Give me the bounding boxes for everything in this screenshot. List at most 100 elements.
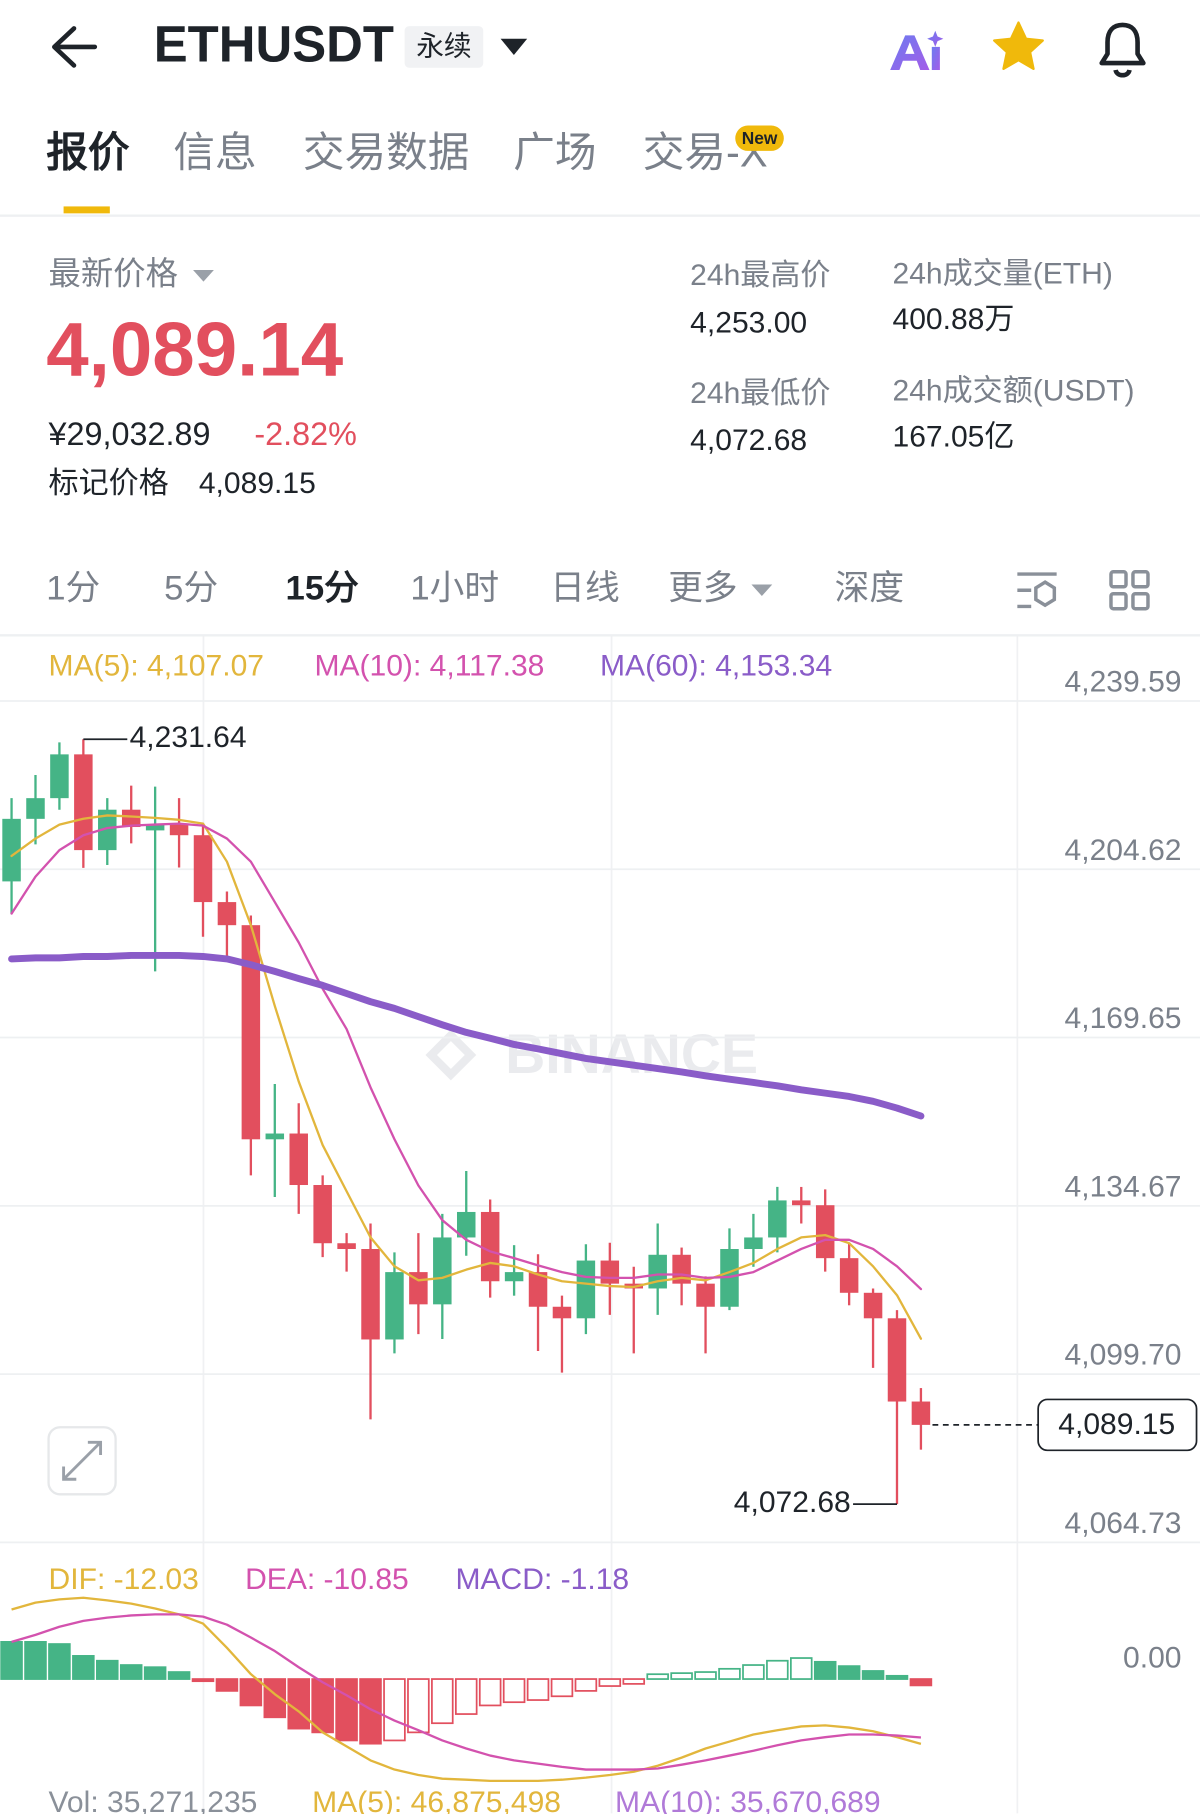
ai-icon-i <box>931 46 940 71</box>
fullscreen-button[interactable] <box>47 1426 117 1496</box>
tab[interactable]: 信息 <box>173 129 256 176</box>
y-tick-label: 4,099.70 <box>1065 1339 1182 1372</box>
last-price-label: 最新价格 <box>49 255 178 291</box>
more-dropdown[interactable] <box>751 584 773 597</box>
ai-icon-spark <box>927 30 944 47</box>
candle-body <box>98 809 117 851</box>
macd-bar <box>646 1673 669 1680</box>
symbol-dropdown[interactable] <box>500 38 528 55</box>
indicator-settings[interactable] <box>1017 572 1057 609</box>
last-price: 4,089.14 <box>46 308 344 393</box>
macd-legend: MACD: -1.18 <box>455 1563 629 1596</box>
active-tab-indicator <box>63 206 110 214</box>
tab[interactable]: 交易数据 <box>303 129 469 176</box>
candle-body <box>456 1211 476 1238</box>
chart-layer: 4,239.59 4,204.62 4,169.65 4,134.67 4,099.70… <box>0 650 1200 1783</box>
candle-body <box>504 1272 524 1282</box>
divider <box>0 634 1200 637</box>
price-type-dropdown[interactable] <box>193 270 214 282</box>
macd-bar <box>335 1678 358 1742</box>
volume-legend: Vol: 35,271,235 <box>49 1786 258 1814</box>
new-badge <box>735 125 784 151</box>
macd-bar <box>143 1666 167 1680</box>
tab[interactable]: 广场 <box>513 129 596 176</box>
macd-bar <box>574 1678 598 1692</box>
mark-price: 4,089.15 <box>199 467 316 500</box>
favorite-star[interactable] <box>993 21 1044 71</box>
stat-label: 24h最高价 <box>690 259 830 292</box>
fullscreen-icon <box>62 1440 103 1481</box>
y-tick-label: 0.00 <box>1123 1641 1181 1674</box>
interval[interactable]: 1小时 <box>410 569 499 607</box>
new-badge-text: New <box>742 128 778 148</box>
mark-price-label: 标记价格 <box>49 467 169 500</box>
layout-cell <box>1109 570 1128 589</box>
cny-price: ¥29,032.89 <box>48 416 211 452</box>
ma-line <box>10 822 923 1291</box>
macd-bar <box>359 1678 382 1745</box>
macd-bar <box>670 1672 693 1680</box>
candle-body <box>696 1283 715 1307</box>
ai-icon-a <box>890 35 930 71</box>
macd-bar <box>383 1678 406 1742</box>
min-marker-label: 4,072.68 <box>734 1486 851 1519</box>
interval[interactable]: 深度 <box>835 568 904 607</box>
interval[interactable]: 更多 <box>668 568 737 607</box>
stat-value: 167.05亿 <box>892 421 1014 454</box>
macd-legend: DIF: -12.03 <box>49 1563 199 1596</box>
candle-body <box>217 902 237 926</box>
macd-bar <box>813 1660 837 1680</box>
macd-bar <box>885 1674 909 1680</box>
layout-button[interactable] <box>1109 570 1150 611</box>
candle-body <box>193 835 213 903</box>
interval[interactable]: 1分 <box>46 569 100 607</box>
bell-clapper <box>1113 69 1132 78</box>
candle-body <box>169 824 189 836</box>
stat-label: 24h最低价 <box>690 377 830 410</box>
macd-bar <box>431 1678 454 1725</box>
layout-cell <box>1109 591 1128 611</box>
layout-cell <box>1131 591 1150 611</box>
ai-button[interactable] <box>890 30 944 71</box>
macd-bar <box>861 1670 885 1680</box>
ma-legend: MA(10): 4,117.38 <box>314 650 544 683</box>
candle-body <box>600 1260 620 1284</box>
y-tick-label: 4,134.67 <box>1065 1170 1182 1203</box>
symbol: ETHUSDT <box>154 15 394 72</box>
divider <box>0 214 1200 217</box>
macd-bar <box>550 1678 574 1698</box>
candle-body <box>361 1249 380 1340</box>
candle-body <box>433 1237 452 1305</box>
candle-body <box>576 1260 596 1319</box>
candle-body <box>480 1211 500 1282</box>
macd-bar <box>502 1678 526 1704</box>
candle-body <box>672 1254 691 1284</box>
candle-body <box>265 1133 285 1140</box>
tab[interactable]: 报价 <box>46 129 130 176</box>
y-tick-label: 4,204.62 <box>1065 834 1182 867</box>
back-button[interactable] <box>52 26 98 68</box>
max-marker-label: 4,231.64 <box>130 721 247 754</box>
candle-body <box>74 754 93 851</box>
watermark-logo <box>425 1029 477 1081</box>
interval[interactable]: 15分 <box>286 568 360 607</box>
macd-bar <box>24 1641 47 1680</box>
interval[interactable]: 5分 <box>164 569 218 607</box>
macd-bar <box>837 1665 861 1680</box>
candle-body <box>744 1237 763 1250</box>
stat-value: 400.88万 <box>892 303 1014 336</box>
macd-bar <box>766 1659 789 1680</box>
candle-body <box>815 1205 835 1259</box>
ma-line <box>10 814 923 1340</box>
candle-body <box>241 925 261 1140</box>
candle-body <box>2 818 21 882</box>
y-tick-label: 4,064.73 <box>1065 1507 1182 1540</box>
interval[interactable]: 日线 <box>550 568 619 607</box>
y-tick-label: 4,169.65 <box>1065 1002 1182 1035</box>
macd-bar <box>119 1664 143 1680</box>
notification-bell[interactable] <box>1099 22 1146 78</box>
macd-bar <box>789 1657 813 1680</box>
back-arrow <box>52 26 98 68</box>
candle-body <box>145 824 165 831</box>
macd-bar <box>287 1678 310 1730</box>
